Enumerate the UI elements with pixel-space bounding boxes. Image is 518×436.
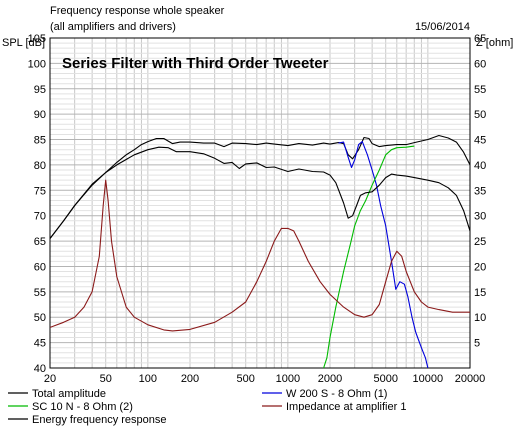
series-line-sc-10-n-8-ohm-2 <box>323 145 415 368</box>
x-tick-label: 100 <box>139 373 157 385</box>
series-line-total-amplitude <box>50 134 470 239</box>
y-left-tick-label: 80 <box>34 160 46 172</box>
series-line-impedance-at-amplifier-1 <box>50 179 470 332</box>
legend-entry: SC 10 N - 8 Ohm (2) <box>32 401 133 413</box>
legend-entry: Impedance at amplifier 1 <box>286 401 406 413</box>
y-right-tick-label: 45 <box>474 135 486 147</box>
series-lines <box>50 134 470 368</box>
grid <box>50 38 470 368</box>
header-date: 15/06/2014 <box>415 21 470 33</box>
x-tick-label: 500 <box>237 373 255 385</box>
y-right-tick-label: 5 <box>474 338 480 350</box>
tick-labels: 20 50 100 200 500 1000 2000 5000 10000 20000 40 45 5… <box>28 33 487 385</box>
y-left-tick-label: 50 <box>34 312 46 324</box>
y-left-tick-label: 95 <box>34 84 46 96</box>
legend-entry: W 200 S - 8 Ohm (1) <box>286 388 387 400</box>
y-axis-right-label: Z [ohm] <box>476 37 513 49</box>
y-right-tick-label: 40 <box>474 160 486 172</box>
y-left-tick-label: 45 <box>34 338 46 350</box>
y-left-tick-label: 55 <box>34 287 46 299</box>
y-right-tick-label: 35 <box>474 185 486 197</box>
legend: Total amplitude W 200 S - 8 Ohm (1) SC 10 … <box>8 388 406 426</box>
y-left-tick-label: 40 <box>34 363 46 375</box>
y-left-tick-label: 85 <box>34 135 46 147</box>
x-tick-label: 1000 <box>276 373 300 385</box>
x-tick-label: 2000 <box>318 373 342 385</box>
x-tick-label: 50 <box>100 373 112 385</box>
y-right-tick-label: 20 <box>474 261 486 273</box>
y-right-tick-label: 10 <box>474 312 486 324</box>
legend-entry: Energy frequency response <box>32 414 167 426</box>
y-right-tick-label: 30 <box>474 211 486 223</box>
series-line-energy-frequency-response <box>50 146 470 239</box>
y-left-tick-label: 75 <box>34 185 46 197</box>
y-left-tick-label: 60 <box>34 261 46 273</box>
x-tick-label: 200 <box>181 373 199 385</box>
y-right-tick-label: 65 <box>474 33 486 45</box>
y-left-tick-label: 65 <box>34 236 46 248</box>
series-line-w-200-s-8-ohm-1 <box>338 141 429 368</box>
y-right-tick-label: 60 <box>474 58 486 70</box>
x-tick-label: 20 <box>44 373 56 385</box>
y-right-tick-label: 15 <box>474 287 486 299</box>
y-right-tick-label: 25 <box>474 236 486 248</box>
plot-frame <box>49 37 471 369</box>
y-left-tick-label: 90 <box>34 109 46 121</box>
legend-entry: Total amplitude <box>32 388 106 400</box>
header-title-line1: Frequency response whole speaker <box>50 5 225 17</box>
header-title-line2: (all amplifiers and drivers) <box>50 21 176 33</box>
y-left-tick-label: 70 <box>34 211 46 223</box>
y-right-tick-label: 50 <box>474 109 486 121</box>
x-tick-label: 5000 <box>373 373 397 385</box>
chart-title: Series Filter with Third Order Tweeter <box>62 55 329 72</box>
y-left-tick-label: 105 <box>28 33 46 45</box>
y-left-tick-label: 100 <box>28 58 46 70</box>
y-right-tick-label: 55 <box>474 84 486 96</box>
x-tick-label: 10000 <box>413 373 444 385</box>
y-axis-left-label: SPL [dB] <box>2 37 45 49</box>
x-tick-label: 20000 <box>455 373 486 385</box>
